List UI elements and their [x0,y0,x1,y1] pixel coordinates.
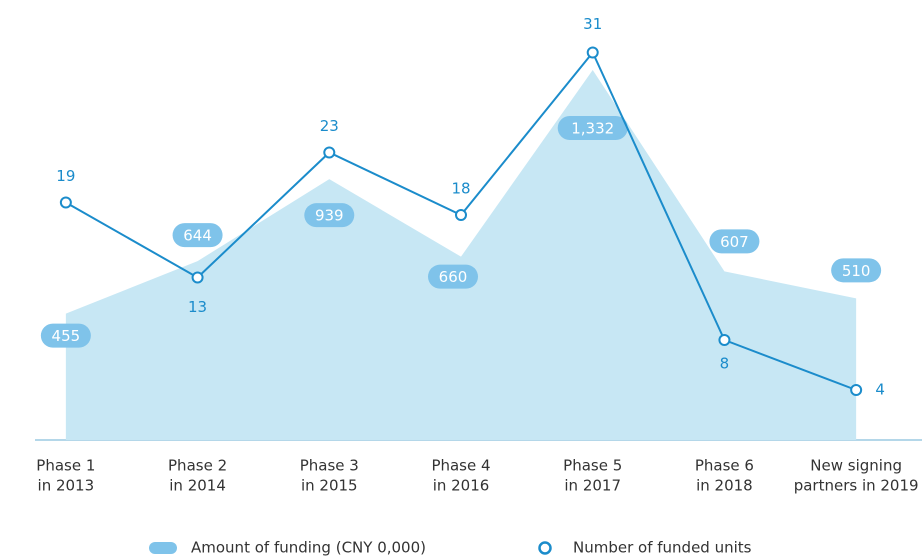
value-label: 939 [315,207,344,225]
x-tick-label: partners in 2019 [794,477,919,495]
value-label: 644 [183,227,212,245]
point [323,146,336,159]
x-tick-label: Phase 1 [36,457,95,475]
x-tick-label: Phase 2 [168,457,227,475]
x-tick-label: in 2018 [696,477,753,495]
x-tick-label: Phase 5 [563,457,622,475]
legend-swatch [149,542,177,554]
value-label: 660 [439,268,468,286]
point [586,46,599,59]
value-label: 1,332 [571,120,614,138]
value-label: 8 [720,355,730,373]
value-label: 19 [56,167,75,185]
point [191,271,204,284]
x-tick-label: Phase 4 [431,457,490,475]
value-label: 510 [842,262,871,280]
value-label: 13 [188,298,207,316]
x-tick-label: in 2015 [301,477,358,495]
x-tick-label: in 2014 [169,477,226,495]
value-label-pill [304,203,355,228]
x-tick-label: Phase 6 [695,457,754,475]
value-label-pill [428,264,478,289]
legend-label: Number of funded units [573,539,752,557]
legend-swatch [538,541,552,555]
point [718,334,731,346]
legend-label: Amount of funding (CNY 0,000) [191,539,426,557]
point [455,209,467,221]
value-label: 4 [875,381,885,399]
x-tick-label: in 2017 [564,477,621,495]
x-tick-label: in 2016 [433,477,490,495]
value-label: 607 [720,233,749,251]
value-label: 18 [451,180,470,198]
value-label-pill [557,116,628,140]
point [59,196,72,209]
value-label: 31 [583,15,602,33]
x-tick-label: in 2013 [38,477,95,495]
value-label: 23 [320,117,339,135]
value-label: 455 [52,327,81,345]
point [850,384,863,396]
value-label-pill [172,223,223,248]
value-label-pill [831,258,882,283]
x-tick-label: New signing [810,457,902,475]
value-label-pill [709,229,760,254]
value-label-pill [40,323,91,348]
area [65,70,857,440]
x-tick-label: Phase 3 [300,457,359,475]
